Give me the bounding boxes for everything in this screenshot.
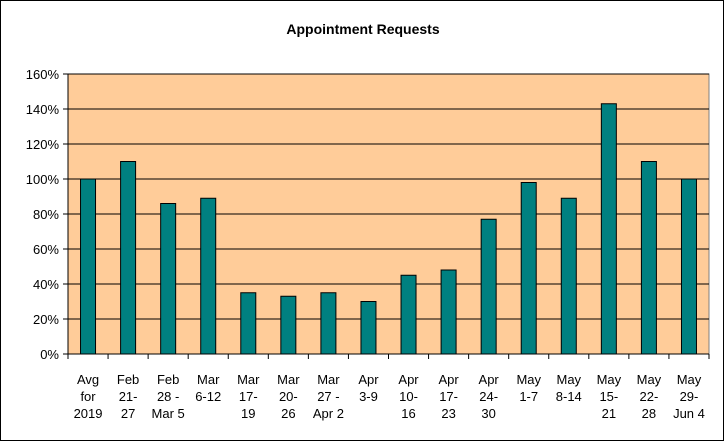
y-tick-label: 20% [33, 312, 59, 327]
bar [160, 203, 177, 355]
bar [240, 292, 257, 355]
y-tick-label: 40% [33, 277, 59, 292]
y-tick-label: 80% [33, 207, 59, 222]
x-tick-label: Apr 24-30 [479, 372, 500, 421]
x-tick-label: May 29-Jun 4 [673, 372, 705, 421]
x-tick-label: Apr 3-9 [358, 372, 379, 404]
bar [480, 218, 497, 355]
bar [560, 197, 577, 355]
y-tick-label: 0% [40, 347, 59, 362]
x-tick-label: Mar 27 -Apr 2 [313, 372, 344, 421]
bar [360, 301, 377, 355]
x-axis: Avg for 2019 Feb 21-27 Feb 28 -Mar 5 Mar 6-12 Mar… [67, 353, 710, 421]
bar [200, 197, 217, 355]
x-tick-label: Mar 17-19 [237, 372, 260, 421]
y-tick-label: 160% [26, 67, 60, 82]
bar [440, 269, 457, 355]
bar [80, 178, 97, 355]
x-tick-label: May 1-7 [516, 372, 541, 404]
bar [400, 274, 417, 355]
y-tick-label: 100% [26, 172, 60, 187]
x-tick-label: Feb 28 -Mar 5 [152, 372, 185, 421]
bar [640, 161, 657, 355]
x-tick-label: Apr 17-23 [438, 372, 459, 421]
x-tick-label: May 22-28 [637, 372, 662, 421]
y-tick-label: 120% [26, 137, 60, 152]
bar [280, 295, 297, 355]
bar [520, 182, 537, 355]
bars [80, 103, 697, 355]
x-tick-label: May 15-21 [597, 372, 622, 421]
bar [600, 103, 617, 355]
bar [680, 178, 697, 355]
y-tick-label: 60% [33, 242, 59, 257]
chart-title: Appointment Requests [286, 21, 439, 37]
x-tick-label: May 8-14 [556, 372, 582, 404]
bar [320, 292, 337, 355]
x-tick-label: Mar 20-26 [277, 372, 300, 421]
x-tick-label: Apr 10-16 [398, 372, 419, 421]
x-tick-label: Feb 21-27 [117, 372, 139, 421]
x-tick-label: Avg for 2019 [74, 372, 103, 421]
y-axis: 0% 20% 40% 60% 80% 100% 120% 140% 160% [26, 67, 69, 362]
x-tick-label: Mar 6-12 [195, 372, 221, 404]
y-tick-label: 140% [26, 102, 60, 117]
bar [120, 161, 137, 355]
